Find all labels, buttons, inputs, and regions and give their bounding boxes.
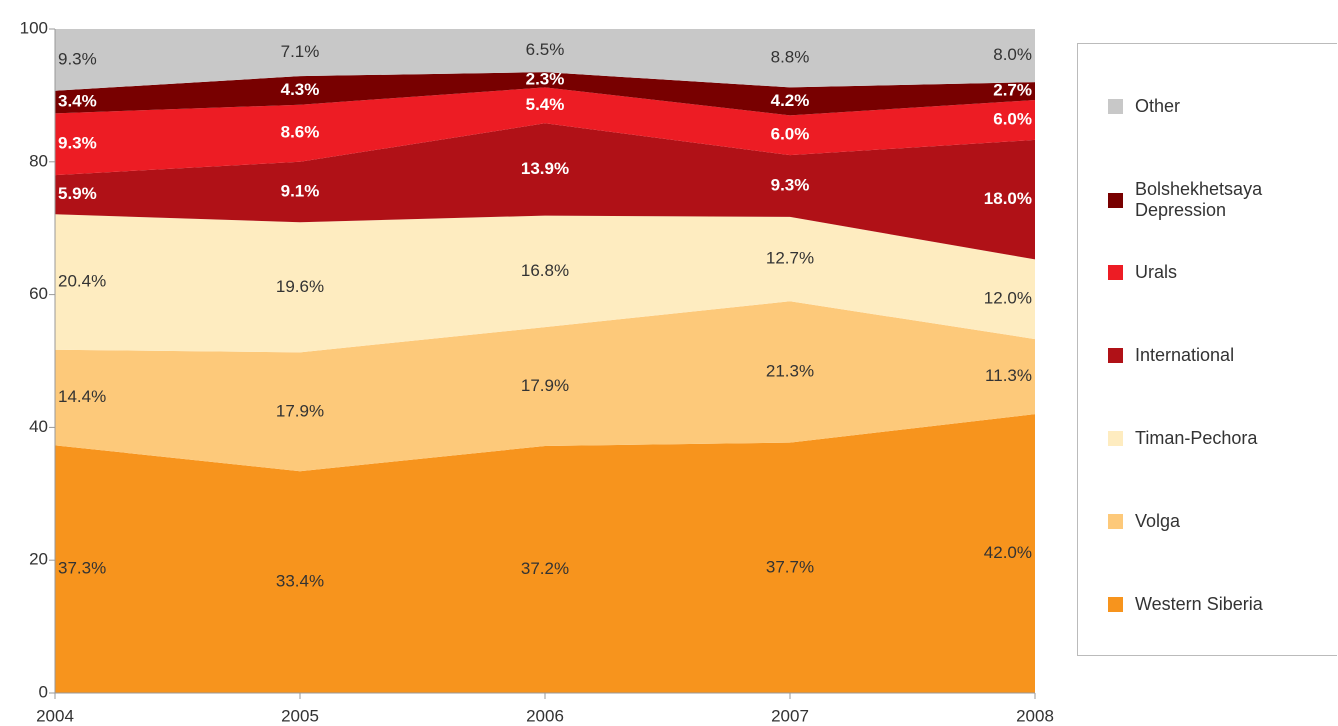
chart: 37.3% 33.4% 37.2% 37.7% 42.0% 14.4% 17.9% 17.9%… bbox=[20, 18, 1054, 725]
x-tick-label: 2007 bbox=[771, 706, 809, 725]
legend-swatch bbox=[1108, 192, 1123, 208]
data-label: 3.4% bbox=[58, 92, 97, 111]
data-label: 37.7% bbox=[766, 557, 814, 576]
data-label: 11.3% bbox=[985, 366, 1032, 385]
data-label: 42.0% bbox=[984, 543, 1032, 562]
y-tick-label: 60 bbox=[29, 284, 48, 303]
legend-swatch bbox=[1108, 265, 1123, 280]
area bbox=[55, 87, 1035, 176]
data-label: 8.0% bbox=[993, 45, 1032, 64]
x-tick-label: 2008 bbox=[1016, 706, 1054, 725]
data-label: 6.0% bbox=[993, 109, 1032, 128]
data-label: 9.3% bbox=[58, 134, 97, 153]
data-label: 2.3% bbox=[526, 69, 565, 88]
data-label: 21.3% bbox=[766, 361, 814, 380]
data-label: 9.3% bbox=[771, 176, 810, 195]
data-label: 12.0% bbox=[984, 289, 1032, 308]
y-tick-label: 80 bbox=[29, 151, 48, 170]
data-label: 4.3% bbox=[281, 80, 320, 99]
data-label: 5.4% bbox=[526, 95, 565, 114]
data-label: 4.2% bbox=[771, 91, 810, 110]
data-label: 2.7% bbox=[993, 81, 1032, 100]
legend: Other Bolshekhetsaya Depression Urals Inter… bbox=[1077, 43, 1337, 656]
legend-label: Other bbox=[1135, 96, 1181, 116]
legend-label: Timan-Pechora bbox=[1135, 428, 1258, 448]
legend-swatch bbox=[1108, 99, 1123, 114]
area bbox=[55, 214, 1035, 353]
legend-item: Volga bbox=[1108, 511, 1305, 532]
data-label: 20.4% bbox=[58, 271, 106, 290]
data-label: 33.4% bbox=[276, 572, 324, 591]
data-label: 7.1% bbox=[281, 42, 320, 61]
y-tick-label: 0 bbox=[39, 682, 48, 701]
legend-item: Urals bbox=[1108, 262, 1305, 283]
legend-item: Timan-Pechora bbox=[1108, 428, 1305, 449]
data-label: 8.6% bbox=[281, 123, 320, 142]
data-label: 5.9% bbox=[58, 184, 97, 203]
y-tick-label: 40 bbox=[29, 417, 48, 436]
x-tick-label: 2004 bbox=[36, 706, 74, 725]
data-label: 8.8% bbox=[771, 48, 810, 67]
legend-item: Western Siberia bbox=[1108, 594, 1305, 615]
area bbox=[55, 301, 1035, 472]
legend-swatch bbox=[1108, 348, 1123, 363]
data-label: 9.3% bbox=[58, 49, 97, 68]
data-label: 12.7% bbox=[766, 249, 814, 268]
legend-label: Volga bbox=[1135, 511, 1181, 531]
legend-item: Other bbox=[1108, 96, 1305, 117]
y-tick-label: 100 bbox=[20, 18, 48, 37]
legend-item: Bolshekhetsaya Depression bbox=[1108, 179, 1305, 221]
legend-label: Urals bbox=[1135, 262, 1178, 282]
data-label: 16.8% bbox=[521, 261, 569, 280]
data-label: 37.2% bbox=[521, 559, 569, 578]
legend-swatch bbox=[1108, 431, 1123, 446]
x-tick-label: 2006 bbox=[526, 706, 564, 725]
area bbox=[55, 72, 1035, 116]
legend-swatch bbox=[1108, 514, 1123, 529]
legend-label: Western Siberia bbox=[1135, 594, 1263, 614]
area bbox=[55, 123, 1035, 260]
data-label: 19.6% bbox=[276, 277, 324, 296]
legend-label: International bbox=[1135, 345, 1235, 365]
legend-label: Bolshekhetsaya Depression bbox=[1135, 179, 1263, 220]
x-tick-label: 2005 bbox=[281, 706, 319, 725]
data-label: 14.4% bbox=[58, 387, 106, 406]
data-label: 6.5% bbox=[526, 40, 565, 59]
area bbox=[55, 29, 1035, 91]
legend-swatch bbox=[1108, 597, 1123, 612]
area bbox=[55, 414, 1035, 693]
data-label: 6.0% bbox=[771, 125, 810, 144]
y-tick-label: 20 bbox=[29, 550, 48, 569]
data-label: 17.9% bbox=[521, 376, 569, 395]
data-label: 17.9% bbox=[276, 401, 324, 420]
data-label: 9.1% bbox=[281, 181, 320, 200]
legend-item: International bbox=[1108, 345, 1305, 366]
data-label: 18.0% bbox=[984, 189, 1032, 208]
data-label: 37.3% bbox=[58, 559, 106, 578]
data-label: 13.9% bbox=[521, 159, 569, 178]
